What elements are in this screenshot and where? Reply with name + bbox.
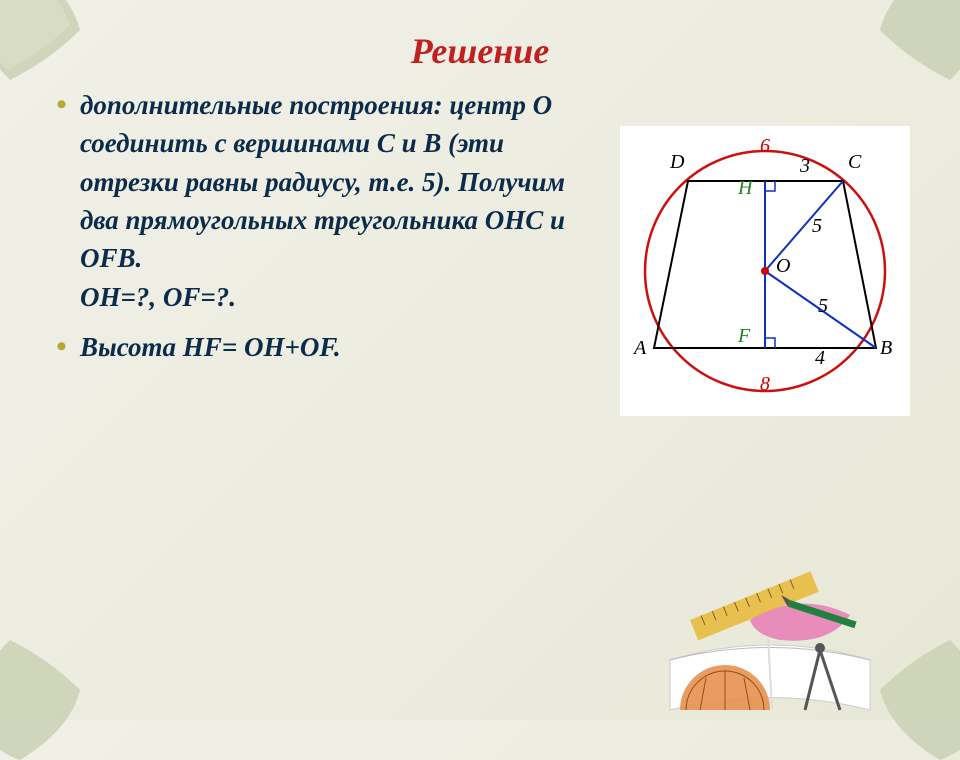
book-decoration <box>630 560 910 730</box>
slide-title: Решение <box>50 30 910 72</box>
svg-text:F: F <box>737 325 751 347</box>
content-row: дополнительные построения: центр О соеди… <box>50 86 910 416</box>
bullet-list: дополнительные построения: центр О соеди… <box>50 86 602 366</box>
svg-text:C: C <box>848 151 862 173</box>
svg-text:3: 3 <box>799 155 810 177</box>
bullet-text: дополнительные построения: центр О соеди… <box>80 90 565 312</box>
svg-text:O: O <box>776 255 790 277</box>
svg-text:A: A <box>632 337 647 359</box>
svg-text:8: 8 <box>760 373 770 395</box>
svg-text:5: 5 <box>818 295 828 317</box>
text-column: дополнительные построения: центр О соеди… <box>50 86 602 378</box>
svg-text:6: 6 <box>760 135 770 157</box>
svg-text:D: D <box>669 151 685 173</box>
geometry-diagram: D C A B O H F 6 8 3 4 5 5 <box>620 126 910 416</box>
bullet-text: Высота HF= OH+OF. <box>80 332 341 362</box>
bullet-item: дополнительные построения: центр О соеди… <box>50 86 602 316</box>
svg-text:4: 4 <box>815 347 825 369</box>
svg-text:B: B <box>880 337 892 359</box>
svg-text:5: 5 <box>812 215 822 237</box>
bullet-item: Высота HF= OH+OF. <box>50 328 602 366</box>
svg-text:H: H <box>737 177 754 199</box>
diagram-svg: D C A B O H F 6 8 3 4 5 5 <box>620 126 910 416</box>
